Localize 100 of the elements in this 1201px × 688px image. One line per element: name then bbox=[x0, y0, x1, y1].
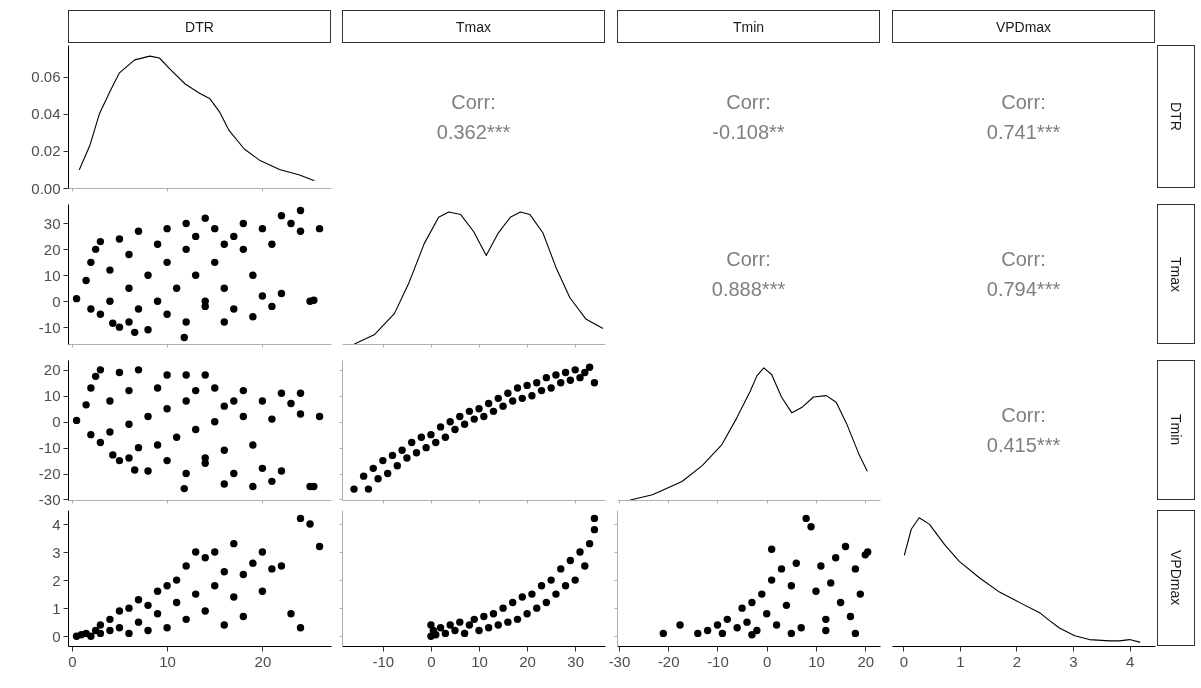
point bbox=[504, 618, 512, 626]
point bbox=[581, 562, 589, 570]
point bbox=[144, 601, 152, 610]
y-tick-label: 0 bbox=[52, 292, 61, 310]
point bbox=[590, 514, 599, 523]
point bbox=[201, 607, 209, 615]
point bbox=[125, 386, 133, 395]
point bbox=[523, 610, 531, 618]
point bbox=[211, 384, 219, 392]
point bbox=[182, 615, 190, 624]
point bbox=[315, 542, 324, 551]
point bbox=[191, 386, 200, 395]
point bbox=[508, 397, 517, 405]
point bbox=[767, 545, 776, 553]
text: Tmax bbox=[1168, 256, 1184, 292]
point bbox=[220, 446, 228, 454]
point bbox=[432, 438, 440, 447]
point bbox=[201, 553, 209, 562]
x-tick-label: -20 bbox=[657, 652, 680, 670]
point bbox=[163, 405, 171, 413]
point bbox=[460, 420, 469, 428]
point bbox=[412, 449, 421, 457]
point bbox=[557, 379, 565, 387]
point bbox=[470, 615, 478, 624]
point bbox=[310, 296, 318, 304]
point bbox=[436, 423, 445, 431]
point bbox=[163, 582, 171, 590]
point bbox=[182, 219, 190, 228]
point bbox=[258, 292, 267, 300]
point bbox=[239, 412, 248, 421]
text: 0.794*** bbox=[986, 277, 1061, 302]
point bbox=[72, 416, 81, 425]
x-tick-label: 20 bbox=[857, 652, 875, 670]
point bbox=[191, 271, 200, 279]
point bbox=[277, 289, 286, 298]
point bbox=[172, 598, 181, 607]
point bbox=[446, 418, 454, 426]
point bbox=[441, 629, 450, 638]
point bbox=[130, 466, 139, 474]
text: DTR bbox=[1168, 102, 1184, 131]
point bbox=[125, 250, 133, 259]
text: Tmin bbox=[617, 10, 880, 43]
point bbox=[417, 433, 426, 441]
point bbox=[753, 626, 761, 635]
point bbox=[72, 294, 81, 303]
point bbox=[763, 610, 771, 618]
point bbox=[393, 462, 401, 470]
point bbox=[144, 412, 152, 421]
point bbox=[315, 224, 324, 233]
point bbox=[456, 618, 464, 626]
point bbox=[494, 394, 502, 403]
point bbox=[547, 576, 555, 584]
point bbox=[239, 570, 248, 579]
point bbox=[153, 240, 162, 248]
x-tick-label: -10 bbox=[707, 652, 729, 670]
point bbox=[268, 240, 276, 248]
point bbox=[713, 621, 722, 629]
point bbox=[561, 368, 570, 377]
point bbox=[239, 386, 248, 395]
text: 0.888*** bbox=[711, 277, 786, 302]
point bbox=[703, 626, 712, 635]
x-tick-label: 30 bbox=[567, 652, 585, 670]
point bbox=[552, 590, 560, 598]
point bbox=[369, 464, 377, 473]
point bbox=[738, 604, 746, 612]
point bbox=[723, 615, 732, 624]
point bbox=[590, 379, 599, 387]
point bbox=[851, 565, 860, 573]
point bbox=[306, 520, 314, 528]
text: Corr: bbox=[726, 89, 771, 115]
point bbox=[694, 629, 702, 638]
x-tick-label: 10 bbox=[471, 652, 488, 670]
point bbox=[475, 626, 483, 635]
point bbox=[398, 446, 406, 454]
point bbox=[802, 514, 810, 523]
point bbox=[465, 621, 474, 629]
y-tick-label: 0 bbox=[52, 627, 61, 645]
point bbox=[96, 237, 105, 246]
point bbox=[518, 394, 527, 403]
point bbox=[182, 245, 190, 254]
point bbox=[220, 402, 228, 410]
point bbox=[172, 284, 181, 292]
point bbox=[408, 438, 416, 447]
point bbox=[211, 258, 219, 267]
y-tick-label: 30 bbox=[43, 214, 61, 232]
text: 0.741*** bbox=[986, 119, 1061, 145]
point bbox=[388, 451, 397, 460]
point bbox=[480, 612, 488, 621]
x-tick-label: 2 bbox=[1012, 652, 1022, 670]
point bbox=[748, 598, 756, 607]
y-tick-label: -10 bbox=[38, 439, 61, 457]
y-tick-label: 0.04 bbox=[31, 105, 61, 123]
point bbox=[153, 441, 162, 449]
point bbox=[484, 399, 493, 408]
point bbox=[182, 318, 190, 326]
point bbox=[475, 405, 483, 413]
point bbox=[115, 235, 124, 243]
point bbox=[91, 245, 100, 254]
point bbox=[87, 305, 95, 313]
point bbox=[258, 587, 267, 596]
